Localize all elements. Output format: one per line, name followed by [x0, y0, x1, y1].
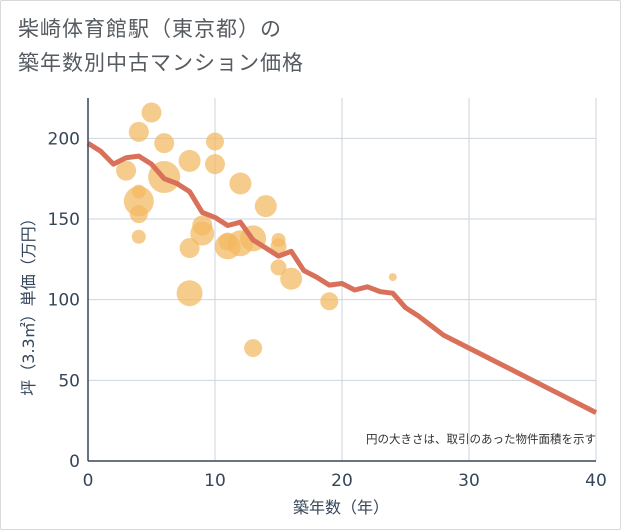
average-price-line: [86, 141, 598, 415]
y-tick-label: 150: [48, 210, 80, 230]
bubble-point: [244, 339, 263, 358]
x-tick-label: 40: [585, 471, 607, 491]
bubble-size-note: 円の大きさは、取引のあった物件面積を示す: [366, 432, 596, 446]
bubble-point: [179, 238, 200, 259]
bubble-point: [131, 184, 146, 199]
y-tick-labels: 0 50 100 150 200: [48, 129, 80, 472]
y-axis-title: 坪（3.3㎡）単価（万円）: [19, 210, 38, 395]
bubble-point: [123, 186, 154, 217]
bubble-point: [129, 205, 148, 224]
bubble-series: [116, 102, 397, 358]
chart-title-line-2: 築年数別中古マンション価格: [18, 51, 304, 75]
bubble-point: [190, 221, 215, 246]
x-tick-label: 0: [83, 471, 94, 491]
bubble-point: [206, 132, 224, 151]
bubble-point: [116, 160, 137, 181]
bubble-point: [176, 280, 203, 307]
bubble-point: [320, 292, 339, 311]
bubble-point: [154, 133, 175, 154]
bubble-point: [131, 229, 146, 244]
x-tick-label: 30: [458, 471, 480, 491]
x-axis-title: 築年数（年）: [293, 498, 389, 517]
y-tick-label: 100: [48, 291, 80, 311]
chart-title-line-1: 柴崎体育館駅（東京都）の: [18, 17, 282, 41]
bubble-point: [205, 154, 225, 175]
bubble-point: [270, 259, 287, 276]
y-tick-label: 0: [69, 452, 80, 472]
bubble-point: [229, 172, 252, 195]
chart-title: 柴崎体育館駅（東京都）の 築年数別中古マンション価格: [18, 12, 578, 80]
x-tick-labels: 0 10 20 30 40: [83, 471, 607, 491]
bubble-point: [280, 267, 303, 290]
bubble-point: [254, 195, 277, 218]
bubble-point: [128, 121, 149, 142]
bubble-point: [141, 102, 162, 123]
x-tick-label: 20: [331, 471, 353, 491]
bubble-point: [178, 149, 201, 172]
y-tick-label: 200: [48, 129, 80, 149]
axes: [87, 98, 596, 462]
x-tick-label: 10: [204, 471, 226, 491]
bubble-point: [388, 273, 397, 282]
bubble-point: [270, 238, 287, 255]
y-tick-label: 50: [58, 371, 80, 391]
